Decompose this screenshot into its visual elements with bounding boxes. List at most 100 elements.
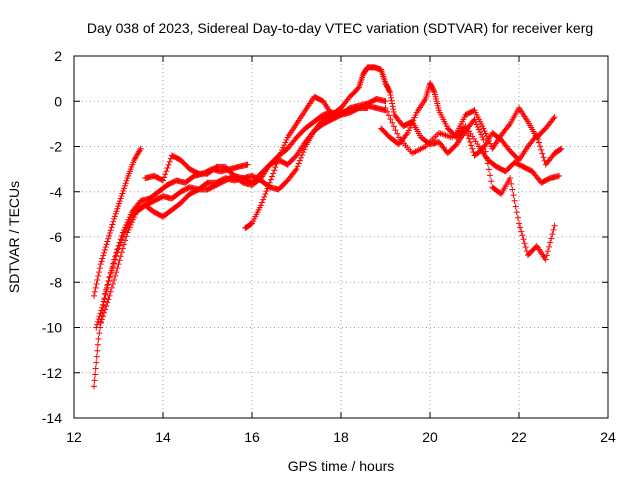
data-point xyxy=(118,236,125,243)
data-point xyxy=(394,130,401,137)
data-point xyxy=(474,123,481,130)
data-point xyxy=(542,256,549,263)
data-point xyxy=(536,139,543,146)
data-point xyxy=(94,321,101,328)
data-point xyxy=(517,224,524,231)
data-point xyxy=(112,210,119,217)
data-point xyxy=(91,377,98,384)
data-point xyxy=(95,316,102,323)
data-point xyxy=(540,154,547,161)
data-point xyxy=(119,190,126,197)
data-point xyxy=(122,180,129,187)
data-point xyxy=(484,135,491,142)
data-point xyxy=(103,288,110,295)
data-point xyxy=(480,136,487,143)
data-point xyxy=(111,213,118,220)
data-point xyxy=(266,179,273,186)
data-point xyxy=(97,310,104,317)
series-track-6 xyxy=(242,64,558,263)
data-point xyxy=(505,122,512,129)
data-point xyxy=(485,138,492,145)
data-point xyxy=(276,152,283,159)
data-point xyxy=(260,196,267,203)
data-point xyxy=(267,176,274,183)
data-point xyxy=(123,177,130,184)
data-point xyxy=(537,143,544,150)
data-point xyxy=(257,202,264,209)
data-point xyxy=(98,316,105,323)
data-point xyxy=(97,319,104,326)
data-point xyxy=(161,174,168,181)
data-point xyxy=(389,100,396,107)
data-point xyxy=(114,265,121,272)
data-point xyxy=(96,265,103,272)
data-point xyxy=(96,269,103,276)
data-point xyxy=(109,221,116,228)
data-point xyxy=(99,304,106,311)
data-point xyxy=(131,214,138,221)
data-point xyxy=(518,228,525,235)
data-point xyxy=(164,164,171,171)
data-point xyxy=(521,240,528,247)
data-point xyxy=(386,89,393,96)
data-point xyxy=(108,267,115,274)
data-point xyxy=(262,191,269,198)
data-point xyxy=(117,239,124,246)
data-point xyxy=(92,365,99,372)
data-point xyxy=(550,226,557,233)
data-point xyxy=(165,161,172,168)
data-point xyxy=(487,140,494,147)
data-point xyxy=(111,260,118,267)
data-point xyxy=(385,112,392,119)
axis-ticks: 12 14 16 18 20 22 24 -14 -12 -10 -8 -6 -4 -2 0 2 xyxy=(42,48,616,445)
data-point xyxy=(116,242,123,249)
data-point xyxy=(93,280,100,287)
data-point xyxy=(116,257,123,264)
data-point xyxy=(105,278,112,285)
data-point xyxy=(244,161,251,168)
data-point xyxy=(101,249,108,256)
data-point xyxy=(103,303,110,310)
data-point xyxy=(93,324,100,331)
y-tick-label: 0 xyxy=(54,93,62,109)
data-point xyxy=(512,203,519,210)
data-point xyxy=(100,298,107,305)
data-point xyxy=(95,273,102,280)
data-point xyxy=(477,129,484,136)
y-tick-label: -8 xyxy=(50,274,63,290)
data-point xyxy=(111,276,118,283)
data-point xyxy=(519,232,526,239)
data-point xyxy=(102,244,109,251)
series-track-3 xyxy=(93,102,389,331)
data-point xyxy=(120,187,127,194)
data-point xyxy=(475,126,482,133)
y-tick-label: -12 xyxy=(42,365,62,381)
data-point xyxy=(128,219,135,226)
data-point xyxy=(410,117,417,124)
data-point xyxy=(480,125,487,132)
y-tick-label: -14 xyxy=(42,410,62,426)
data-point xyxy=(430,88,437,95)
data-point xyxy=(106,230,113,237)
data-point xyxy=(514,214,521,221)
data-point xyxy=(116,198,123,205)
data-point xyxy=(127,221,134,228)
x-tick-label: 18 xyxy=(333,429,349,445)
data-point xyxy=(136,147,143,154)
data-point xyxy=(99,313,106,320)
data-point xyxy=(106,232,113,239)
data-point xyxy=(510,192,517,199)
x-axis-label: GPS time / hours xyxy=(288,458,395,474)
x-tick-label: 20 xyxy=(422,429,438,445)
data-point xyxy=(110,218,117,225)
data-point xyxy=(473,121,480,128)
data-point xyxy=(277,149,284,156)
data-point xyxy=(114,205,121,212)
data-point xyxy=(126,224,133,231)
data-point xyxy=(544,248,551,255)
data-point xyxy=(91,383,98,390)
chart-title: Day 038 of 2023, Sidereal Day-to-day VTE… xyxy=(87,20,593,36)
data-point xyxy=(557,146,564,153)
data-point xyxy=(259,199,266,206)
